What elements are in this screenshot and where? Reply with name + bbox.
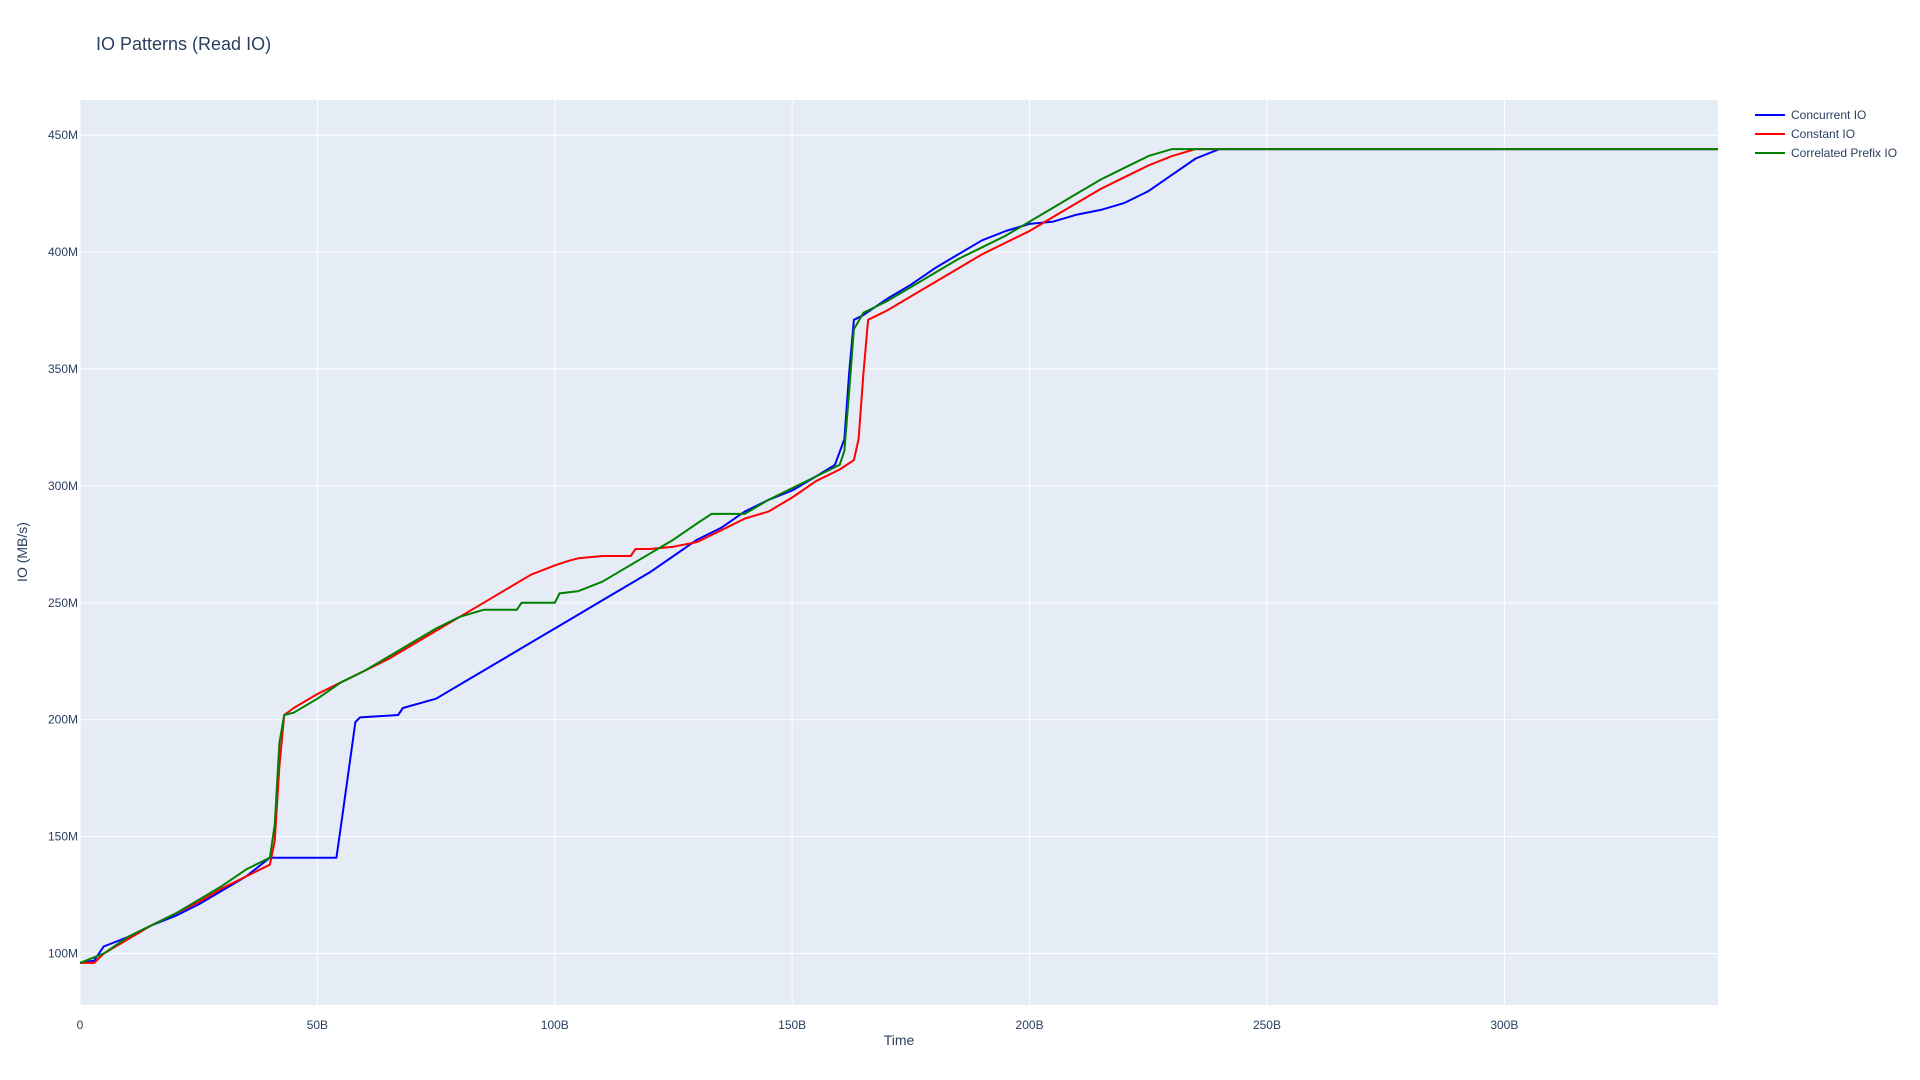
x-tick-label: 50B	[307, 1018, 328, 1032]
legend-label-correlated-prefix-io[interactable]: Correlated Prefix IO	[1791, 146, 1897, 160]
series-line-correlated-prefix-io	[79, 148, 1718, 964]
x-tick-label: 250B	[1253, 1018, 1281, 1032]
x-tick-label: 300B	[1490, 1018, 1518, 1032]
legend[interactable]: Concurrent IO Constant IO Correlated Prefi…	[1755, 108, 1897, 160]
y-tick-label: 250M	[48, 596, 78, 610]
x-tick-label: 150B	[778, 1018, 806, 1032]
y-axis-title: IO (MB/s)	[14, 522, 30, 582]
x-tick-label: 0	[77, 1018, 84, 1032]
y-tick-label: 350M	[48, 362, 78, 376]
y-tick-label: 100M	[48, 947, 78, 961]
legend-label-concurrent-io[interactable]: Concurrent IO	[1791, 108, 1866, 122]
x-axis-ticks: 0 50B 100B 150B 200B 250B 300B	[77, 1018, 1519, 1032]
y-tick-label: 450M	[48, 128, 78, 142]
y-axis-ticks: 100M 150M 200M 250M 300M 350M 400M 450M	[48, 128, 78, 960]
gridlines	[79, 100, 1718, 1005]
chart-title: IO Patterns (Read IO)	[96, 34, 271, 54]
y-tick-label: 300M	[48, 479, 78, 493]
y-tick-label: 200M	[48, 713, 78, 727]
y-tick-label: 400M	[48, 245, 78, 259]
x-axis-title: Time	[884, 1032, 915, 1048]
x-tick-label: 200B	[1016, 1018, 1044, 1032]
plot-background	[80, 100, 1718, 1005]
y-tick-label: 150M	[48, 830, 78, 844]
legend-label-constant-io[interactable]: Constant IO	[1791, 127, 1855, 141]
series-line-constant-io	[80, 148, 1718, 964]
x-tick-label: 100B	[541, 1018, 569, 1032]
series-lines	[79, 148, 1718, 964]
